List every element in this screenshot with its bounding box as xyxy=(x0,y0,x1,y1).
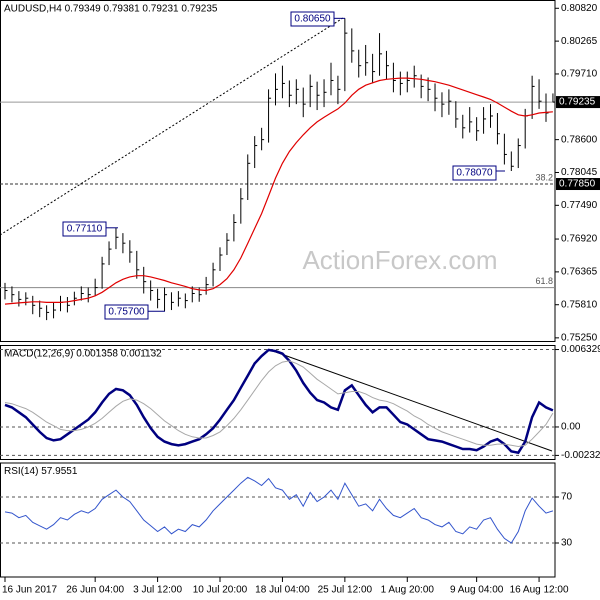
trend-line xyxy=(269,349,553,452)
current-price-label: 0.79235 xyxy=(559,97,596,108)
y-tick-label: 30 xyxy=(561,538,573,549)
price-box xyxy=(556,178,600,191)
x-tick-label: 9 Aug 04:00 xyxy=(450,585,504,596)
x-tick-label: 3 Jul 12:00 xyxy=(133,585,182,596)
panel-frame xyxy=(0,0,556,342)
annotation-box xyxy=(62,221,107,237)
panel-frame xyxy=(0,462,556,578)
y-tick-label: 0.76920 xyxy=(561,234,598,245)
x-tick-label: 26 Jun 04:00 xyxy=(66,585,124,596)
panel-title: AUDUSD,H4 0.79349 0.79381 0.79231 0.7923… xyxy=(4,4,218,15)
panel-frame xyxy=(0,345,556,460)
panel-title: RSI(14) 57.9551 xyxy=(4,466,78,477)
fib-label: 38.2 xyxy=(535,172,553,182)
x-tick-label: 25 Jul 12:00 xyxy=(318,585,373,596)
x-tick-label: 10 Jul 20:00 xyxy=(193,585,248,596)
annotation-label: 0.75700 xyxy=(108,307,145,318)
annotation-label: 0.80650 xyxy=(294,14,331,25)
y-tick-label: 0.79710 xyxy=(561,69,598,80)
panel-title: MACD(12,26,9) 0.001358 0.001132 xyxy=(4,349,162,360)
trend-line xyxy=(0,17,344,236)
x-tick-label: 16 Aug 12:00 xyxy=(510,585,569,596)
moving-average xyxy=(4,77,553,305)
y-tick-label: 0.006329 xyxy=(561,344,600,355)
annotation-box xyxy=(104,304,149,320)
price-box-label: 0.77850 xyxy=(559,179,596,190)
annotation-box xyxy=(290,11,335,27)
y-tick-label: 0.77490 xyxy=(561,200,598,211)
y-tick-label: 0.78600 xyxy=(561,134,598,145)
y-tick-label: 0.75250 xyxy=(561,332,598,343)
watermark: ActionForex.com xyxy=(302,245,497,275)
x-tick-label: 18 Jul 04:00 xyxy=(255,585,310,596)
y-tick-label: 0.80265 xyxy=(561,36,598,47)
y-tick-label: 0.00 xyxy=(561,422,581,433)
y-tick-label: 0.78045 xyxy=(561,167,598,178)
indicator-line xyxy=(4,476,554,544)
current-price-box xyxy=(556,96,600,109)
y-tick-label: -0.002324 xyxy=(561,450,600,461)
annotation-box xyxy=(452,165,497,181)
annotation-label: 0.78070 xyxy=(456,168,493,179)
fib-label: 61.8 xyxy=(535,276,553,286)
y-tick-label: 0.80820 xyxy=(561,3,598,14)
annotation-label: 0.77110 xyxy=(67,224,103,235)
y-tick-label: 0.76365 xyxy=(561,267,598,278)
x-tick-label: 1 Aug 20:00 xyxy=(381,585,435,596)
y-tick-label: 0.75810 xyxy=(561,299,598,310)
x-tick-label: 16 Jun 2017 xyxy=(2,585,57,596)
indicator-line xyxy=(4,348,554,455)
y-tick-label: 70 xyxy=(561,492,573,503)
indicator-line xyxy=(4,360,554,448)
